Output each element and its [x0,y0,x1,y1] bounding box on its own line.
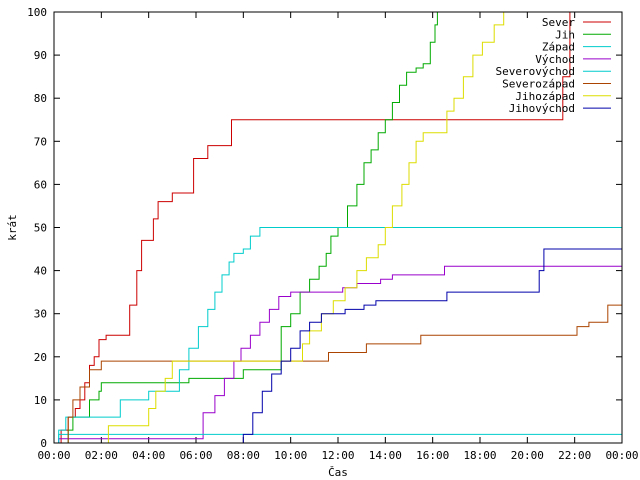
legend-label: Jihovýchod [509,102,575,115]
series-line-5 [54,304,622,444]
x-tick-label: 14:00 [369,449,402,462]
legend-label: Severozápad [502,78,575,91]
legend-label: Jihozápad [515,90,575,103]
plot-frame [53,11,623,444]
x-tick-label: 08:00 [227,449,260,462]
legend-label: Sever [542,16,575,29]
y-tick-label: 90 [34,49,47,62]
y-tick-label: 50 [34,222,47,235]
legend-label: Západ [542,41,575,54]
x-axis-title: Čas [328,466,348,479]
series-line-3 [54,265,622,444]
series-line-1 [54,11,622,444]
y-axis-title: krát [6,214,19,241]
x-tick-label: 10:00 [274,449,307,462]
y-tick-label: 40 [34,265,47,278]
x-tick-label: 12:00 [321,449,354,462]
series-line-6 [54,11,622,444]
y-tick-label: 60 [34,178,47,191]
x-tick-label: 00:00 [37,449,70,462]
x-tick-label: 04:00 [132,449,165,462]
y-tick-label: 20 [34,351,47,364]
series-line-2 [54,227,622,444]
x-tick-label: 00:00 [605,449,638,462]
legend-label: Východ [535,53,575,66]
x-tick-label: 18:00 [463,449,496,462]
x-tick-label: 16:00 [416,449,449,462]
legend-label: Jih [555,28,575,41]
x-tick-label: 02:00 [85,449,118,462]
legend-label: Severovýchod [496,65,575,78]
y-tick-label: 30 [34,308,47,321]
y-tick-label: 80 [34,92,47,105]
y-tick-label: 0 [40,437,47,450]
legend: SeverJihZápadVýchodSeverovýchodSeverozáp… [496,16,611,115]
y-tick-label: 10 [34,394,47,407]
x-tick-label: 22:00 [558,449,591,462]
tick-labels: 00:00 02:00 04:00 06:00 08:00 10:00 12:00 14:00… [27,6,638,462]
y-tick-label: 70 [34,135,47,148]
y-tick-label: 100 [27,6,47,19]
x-tick-label: 20:00 [511,449,544,462]
x-tick-label: 06:00 [179,449,212,462]
series-line-0 [54,11,622,444]
series-line-7 [54,240,623,444]
